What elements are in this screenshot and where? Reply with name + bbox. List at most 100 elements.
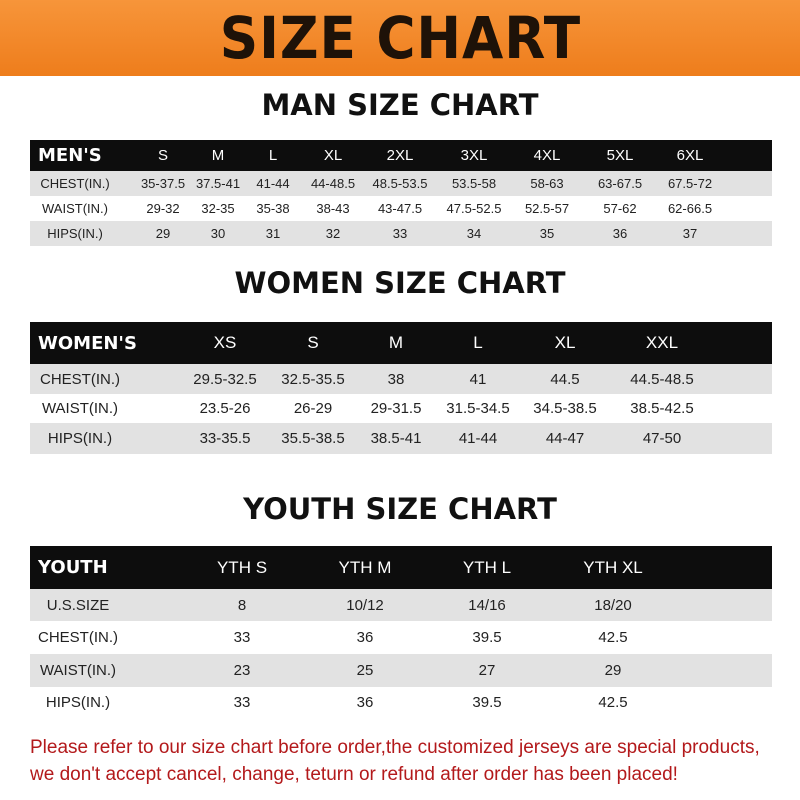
table-row: HIPS(IN.) 33 36 39.5 42.5 <box>30 687 772 718</box>
table-cell: 35 <box>539 226 555 241</box>
table-row: WAIST(IN.) 23 25 27 29 <box>30 654 772 687</box>
table-cell: 38.5-42.5 <box>630 400 694 417</box>
table-cell: 41-44 <box>458 430 498 447</box>
table-cell: 33 <box>392 226 408 241</box>
table-cell: 43-47.5 <box>377 201 423 216</box>
table-cell: 29 <box>604 662 622 679</box>
table-cell: 48.5-53.5 <box>372 176 428 191</box>
table-cell: 18/20 <box>594 596 632 614</box>
order-notice: Please refer to our size chart before or… <box>30 734 780 788</box>
table-cell: 31 <box>265 226 281 241</box>
banner-title: SIZE CHART <box>219 4 581 72</box>
notice-line-1: Please refer to our size chart before or… <box>30 737 760 758</box>
table-cell: 39.5 <box>472 629 502 646</box>
table-cell: 32-35 <box>201 201 235 216</box>
men-chart-title: MAN SIZE CHART <box>261 88 539 122</box>
row-label: HIPS(IN.) <box>47 226 103 241</box>
size-column-header: XL <box>323 147 343 164</box>
table-cell: 26-29 <box>293 400 333 417</box>
size-column-header: L <box>473 333 483 352</box>
table-cell: 35-37.5 <box>140 176 186 191</box>
women-size-table: WOMEN'S XS S M L XL XXL CHEST(IN.) 29.5-32.5 32.5… <box>30 322 772 454</box>
table-cell: 32.5-35.5 <box>281 370 345 388</box>
table-cell: 32 <box>325 226 341 241</box>
table-cell: 25 <box>356 662 374 679</box>
table-cell: 37.5-41 <box>195 176 241 191</box>
row-label: HIPS(IN.) <box>45 694 111 711</box>
notice-line-2: we don't accept cancel, change, teturn o… <box>30 764 678 785</box>
table-cell: 29.5-32.5 <box>193 370 257 388</box>
table-cell: 27 <box>478 662 496 679</box>
size-column-header: 6XL <box>676 147 704 164</box>
table-cell: 42.5 <box>598 694 628 711</box>
table-header-row: YOUTH YTH S YTH M YTH L YTH XL <box>30 546 772 589</box>
table-cell: 41 <box>469 370 487 388</box>
table-cell: 44-48.5 <box>310 176 356 191</box>
table-row: HIPS(IN.) 33-35.5 35.5-38.5 38.5-41 41-44 44-… <box>30 423 772 454</box>
table-cell: 53.5-58 <box>451 176 497 191</box>
size-column-header: 4XL <box>533 147 561 164</box>
row-label: WAIST(IN.) <box>39 662 117 679</box>
size-column-header: XS <box>213 333 237 352</box>
row-label: CHEST(IN.) <box>40 176 110 191</box>
table-cell: 36 <box>356 629 374 646</box>
size-column-header: 5XL <box>606 147 634 164</box>
table-cell: 23.5-26 <box>199 400 251 417</box>
row-label: HIPS(IN.) <box>47 430 113 447</box>
table-cell: 47.5-52.5 <box>446 201 502 216</box>
table-cell: 31.5-34.5 <box>446 400 510 417</box>
table-cell: 57-62 <box>603 201 637 216</box>
table-cell: 44.5 <box>550 370 580 388</box>
table-cell: 62-66.5 <box>667 201 713 216</box>
table-cell: 36 <box>612 226 628 241</box>
table-cell: 36 <box>356 694 374 711</box>
table-cell: 23 <box>233 662 251 679</box>
table-header-row: MEN'S S M L XL 2XL 3XL 4XL 5XL 6XL <box>30 140 772 171</box>
table-cell: 35-38 <box>256 201 290 216</box>
table-row: CHEST(IN.) 29.5-32.5 32.5-35.5 38 41 44.5 44.5… <box>30 364 772 394</box>
table-cell: 44-47 <box>545 430 585 447</box>
table-cell: 38 <box>387 370 405 388</box>
size-column-header: XL <box>554 333 576 352</box>
table-cell: 47-50 <box>642 430 682 447</box>
size-column-header: M <box>388 333 404 352</box>
table-row: U.S.SIZE 8 10/12 14/16 18/20 <box>30 589 772 621</box>
size-column-header: 3XL <box>460 147 488 164</box>
table-cell: 29-32 <box>146 201 180 216</box>
table-cell: 38.5-41 <box>370 430 422 447</box>
row-label: WAIST(IN.) <box>42 201 108 216</box>
table-cell: 8 <box>237 596 247 614</box>
size-column-header: S <box>157 147 169 164</box>
table-cell: 37 <box>682 226 698 241</box>
table-cell: 34 <box>466 226 482 241</box>
size-column-header: YTH XL <box>583 557 643 577</box>
size-column-header: YTH L <box>462 557 512 577</box>
table-cell: 33-35.5 <box>199 430 251 447</box>
size-chart-banner: SIZE CHART <box>0 0 800 76</box>
table-row: WAIST(IN.) 29-32 32-35 35-38 38-43 43-47.5 47.… <box>30 196 772 221</box>
table-cell: 67.5-72 <box>667 176 713 191</box>
table-row: CHEST(IN.) 33 36 39.5 42.5 <box>30 621 772 654</box>
size-column-header: YTH S <box>216 557 268 577</box>
table-cell: 14/16 <box>468 596 506 614</box>
size-column-header: S <box>307 333 319 352</box>
table-row: WAIST(IN.) 23.5-26 26-29 29-31.5 31.5-34.5 34… <box>30 394 772 423</box>
table-row: CHEST(IN.) 35-37.5 37.5-41 41-44 44-48.5 48.5… <box>30 171 772 196</box>
row-label: CHEST(IN.) <box>38 629 118 646</box>
table-cell: 10/12 <box>346 596 384 614</box>
table-row: HIPS(IN.) 29 30 31 32 33 34 35 36 37 <box>30 221 772 246</box>
size-column-header: 2XL <box>386 147 414 164</box>
row-label: CHEST(IN.) <box>40 370 120 388</box>
table-cell: 33 <box>233 629 251 646</box>
table-cell: 29-31.5 <box>370 400 422 417</box>
table-cell: 35.5-38.5 <box>281 430 345 447</box>
size-column-header: M <box>211 147 225 164</box>
row-label: U.S.SIZE <box>46 596 110 614</box>
table-header-row: WOMEN'S XS S M L XL XXL <box>30 322 772 364</box>
table-cell: 39.5 <box>472 694 502 711</box>
row-label: WAIST(IN.) <box>41 400 119 417</box>
table-cell: 44.5-48.5 <box>630 370 694 388</box>
table-cell: 42.5 <box>598 629 628 646</box>
size-column-header: L <box>268 147 278 164</box>
table-cell: 30 <box>210 226 226 241</box>
